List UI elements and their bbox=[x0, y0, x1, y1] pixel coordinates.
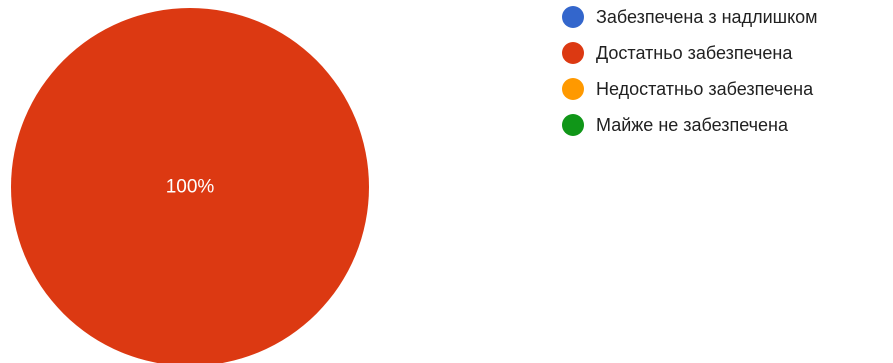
legend-label: Забезпечена з надлишком bbox=[596, 7, 818, 27]
legend-label: Недостатньо забезпечена bbox=[596, 79, 814, 99]
legend-swatch-icon bbox=[562, 6, 584, 28]
pie-slice-labels: 100% bbox=[166, 177, 215, 198]
legend-item[interactable]: Забезпечена з надлишком bbox=[562, 6, 893, 28]
legend-item[interactable]: Майже не забезпечена bbox=[562, 114, 893, 136]
legend-item[interactable]: Недостатньо забезпечена bbox=[562, 78, 893, 100]
legend-item[interactable]: Достатньо забезпечена bbox=[562, 42, 893, 64]
legend-label: Достатньо забезпечена bbox=[596, 43, 793, 63]
pie-slices bbox=[11, 8, 369, 363]
legend-swatch-icon bbox=[562, 78, 584, 100]
pie-slice[interactable] bbox=[11, 8, 369, 363]
slice-data-label: 100% bbox=[166, 177, 215, 198]
legend-swatch-icon bbox=[562, 42, 584, 64]
legend-label: Майже не забезпечена bbox=[596, 115, 789, 135]
legend-swatch-icon bbox=[562, 114, 584, 136]
legend: Забезпечена з надлишком Достатньо забезп… bbox=[562, 6, 893, 150]
